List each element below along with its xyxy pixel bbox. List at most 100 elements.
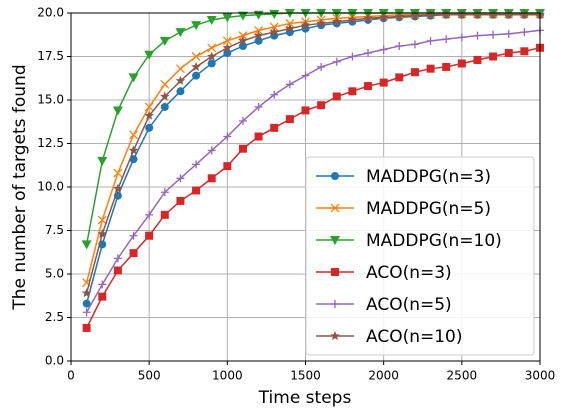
marker (129, 231, 138, 240)
marker (270, 90, 279, 99)
marker (269, 27, 279, 37)
marker (97, 156, 108, 166)
marker (98, 292, 107, 301)
marker (82, 299, 91, 308)
marker (300, 20, 311, 30)
marker (285, 115, 294, 124)
marker (253, 30, 264, 40)
marker (301, 106, 310, 115)
marker (254, 25, 264, 35)
marker (488, 9, 498, 19)
marker (207, 43, 217, 53)
marker (176, 87, 185, 96)
marker (160, 79, 170, 89)
marker (222, 13, 233, 23)
marker (206, 15, 217, 25)
series (81, 9, 545, 298)
marker (113, 183, 123, 193)
marker (410, 68, 419, 77)
marker (473, 31, 482, 40)
series (82, 26, 544, 317)
legend-label: MADDPG(n=3) (366, 167, 491, 187)
marker (269, 9, 280, 19)
x-tick-label: 500 (138, 369, 161, 383)
marker (331, 268, 339, 276)
legend-label: MADDPG(n=5) (366, 199, 491, 219)
marker (330, 331, 340, 341)
marker (489, 52, 498, 61)
marker (348, 87, 357, 96)
marker (175, 75, 186, 85)
marker (503, 9, 514, 19)
marker (175, 64, 185, 74)
marker (395, 73, 404, 82)
marker (82, 323, 91, 332)
marker (207, 146, 216, 155)
legend-label: ACO(n=3) (366, 263, 452, 283)
marker (442, 62, 451, 71)
marker (363, 13, 373, 23)
marker (394, 11, 405, 21)
marker (395, 42, 404, 51)
marker (97, 215, 107, 225)
y-tick-label: 15.0 (37, 93, 64, 107)
marker (254, 36, 263, 45)
marker (159, 36, 170, 46)
marker (206, 51, 217, 61)
marker (191, 21, 202, 31)
y-tick-label: 2.5 (45, 310, 64, 324)
marker (223, 49, 232, 58)
marker (425, 9, 436, 19)
x-tick-label: 1000 (212, 369, 243, 383)
marker (301, 71, 310, 80)
marker (129, 130, 138, 140)
marker (160, 210, 169, 219)
marker (113, 168, 123, 178)
marker (238, 31, 248, 41)
marker (331, 300, 339, 308)
marker (332, 16, 342, 26)
marker (145, 123, 154, 132)
marker (82, 308, 91, 317)
marker (442, 35, 451, 44)
marker (129, 249, 138, 258)
marker (192, 71, 201, 80)
marker (238, 42, 247, 51)
legend-label: MADDPG(n=10) (366, 231, 502, 251)
marker (192, 186, 201, 195)
marker (317, 101, 326, 110)
marker (379, 45, 388, 54)
marker (160, 102, 169, 111)
marker (191, 61, 201, 71)
marker (364, 82, 373, 91)
y-tick-label: 0.0 (45, 354, 64, 368)
marker (98, 280, 107, 289)
marker (222, 42, 233, 52)
marker (520, 28, 529, 37)
marker (238, 144, 247, 153)
x-tick-label: 2000 (368, 369, 399, 383)
marker (332, 92, 341, 101)
marker (348, 52, 357, 61)
marker (504, 49, 513, 58)
marker (332, 57, 341, 66)
marker (192, 160, 201, 169)
plot-frame (70, 12, 541, 362)
marker (347, 14, 358, 25)
marker (285, 23, 295, 33)
y-tick-label: 17.5 (37, 49, 64, 63)
marker (223, 162, 232, 171)
y-tick-label: 12.5 (37, 136, 64, 150)
marker (472, 9, 483, 19)
marker (330, 203, 340, 213)
marker (81, 288, 92, 298)
marker (176, 174, 185, 183)
marker (112, 106, 123, 116)
marker (254, 102, 263, 111)
marker (269, 22, 279, 32)
marker (144, 102, 154, 112)
legend-box (305, 156, 535, 356)
marker (237, 11, 248, 21)
marker (317, 62, 326, 71)
